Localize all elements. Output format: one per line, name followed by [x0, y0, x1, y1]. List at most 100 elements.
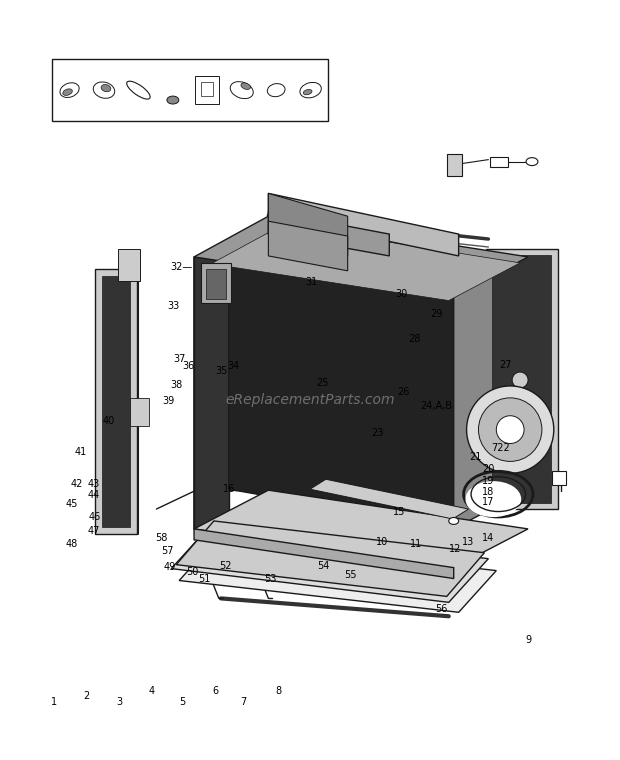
Polygon shape — [268, 193, 459, 256]
Ellipse shape — [101, 84, 111, 92]
Text: 35: 35 — [215, 366, 228, 376]
Text: 14: 14 — [482, 534, 494, 543]
Polygon shape — [194, 490, 528, 568]
Text: 38: 38 — [170, 379, 182, 390]
Ellipse shape — [526, 157, 538, 166]
Text: 23: 23 — [371, 428, 384, 438]
Bar — [447, 154, 462, 176]
Text: 40: 40 — [102, 416, 115, 426]
Polygon shape — [229, 257, 454, 529]
Text: 34: 34 — [227, 362, 239, 372]
Text: 11: 11 — [410, 540, 422, 549]
Text: 47: 47 — [87, 526, 100, 536]
Text: 50: 50 — [186, 567, 198, 577]
Text: 36: 36 — [182, 362, 195, 372]
Text: 3: 3 — [117, 697, 123, 707]
Text: 7: 7 — [241, 697, 247, 707]
Text: 37: 37 — [174, 354, 186, 364]
Text: 24,A,B: 24,A,B — [420, 401, 453, 410]
Bar — [195, 76, 219, 104]
Polygon shape — [171, 525, 489, 603]
Ellipse shape — [93, 82, 115, 98]
Ellipse shape — [230, 81, 253, 99]
Polygon shape — [194, 529, 454, 578]
Text: 1: 1 — [51, 697, 57, 707]
Text: 52: 52 — [219, 561, 231, 571]
Text: 44: 44 — [87, 489, 100, 499]
Bar — [202, 82, 213, 96]
Text: 43: 43 — [87, 479, 100, 489]
Polygon shape — [487, 249, 558, 509]
Text: 53: 53 — [265, 574, 277, 584]
Text: 30: 30 — [395, 289, 407, 299]
Text: 56: 56 — [435, 604, 448, 614]
Text: 2: 2 — [83, 691, 89, 701]
Circle shape — [479, 398, 542, 461]
Polygon shape — [194, 257, 229, 529]
Text: eReplacementParts.com: eReplacementParts.com — [225, 393, 395, 407]
Polygon shape — [102, 276, 130, 527]
Ellipse shape — [126, 81, 150, 99]
Bar — [130, 398, 149, 426]
Bar — [52, 59, 328, 121]
Text: 28: 28 — [408, 334, 420, 344]
Text: 49: 49 — [164, 562, 176, 572]
Text: 42: 42 — [71, 479, 83, 489]
Text: 5: 5 — [179, 697, 185, 707]
Text: 32—: 32— — [170, 262, 192, 272]
Text: 9: 9 — [526, 635, 532, 644]
Ellipse shape — [449, 518, 459, 524]
Polygon shape — [268, 211, 389, 256]
Text: 20: 20 — [482, 464, 494, 474]
Text: 6: 6 — [212, 686, 218, 696]
Text: 45: 45 — [65, 499, 78, 508]
Circle shape — [512, 372, 528, 388]
Text: 21: 21 — [470, 452, 482, 462]
Text: 39: 39 — [162, 396, 175, 406]
Bar — [118, 249, 140, 280]
Text: 57: 57 — [161, 546, 174, 556]
Circle shape — [467, 386, 554, 473]
Ellipse shape — [467, 483, 519, 515]
Bar — [201, 263, 231, 302]
Polygon shape — [268, 193, 348, 256]
Text: 58: 58 — [155, 534, 167, 543]
Text: 8: 8 — [275, 686, 281, 696]
Text: 29: 29 — [430, 309, 442, 319]
Text: 48: 48 — [66, 540, 78, 549]
Ellipse shape — [267, 84, 285, 97]
Polygon shape — [268, 221, 348, 271]
Ellipse shape — [241, 83, 250, 90]
Text: 16: 16 — [223, 484, 235, 495]
Ellipse shape — [60, 83, 79, 97]
Text: 27: 27 — [499, 360, 511, 370]
Circle shape — [497, 416, 524, 444]
Bar — [490, 157, 508, 166]
Polygon shape — [454, 257, 528, 529]
Ellipse shape — [63, 89, 73, 96]
Polygon shape — [492, 255, 551, 503]
Text: 54: 54 — [317, 561, 330, 571]
Text: 51: 51 — [198, 574, 211, 584]
Polygon shape — [194, 216, 528, 296]
Polygon shape — [310, 480, 469, 519]
Text: 17: 17 — [482, 497, 494, 507]
Text: 722: 722 — [491, 443, 510, 453]
Ellipse shape — [303, 90, 312, 95]
Text: 31: 31 — [305, 277, 317, 287]
Ellipse shape — [167, 96, 179, 104]
Text: 4: 4 — [148, 686, 154, 696]
Bar — [552, 471, 565, 485]
Text: 13: 13 — [463, 537, 475, 547]
Bar — [206, 269, 226, 299]
Text: 25: 25 — [316, 378, 329, 388]
Text: 46: 46 — [89, 512, 101, 522]
Text: 33: 33 — [167, 301, 180, 311]
Polygon shape — [179, 539, 497, 613]
Polygon shape — [95, 269, 136, 534]
Polygon shape — [211, 225, 520, 301]
Text: 15: 15 — [393, 507, 405, 517]
Text: 55: 55 — [344, 570, 356, 580]
Polygon shape — [176, 521, 484, 597]
Text: 12: 12 — [449, 544, 461, 554]
